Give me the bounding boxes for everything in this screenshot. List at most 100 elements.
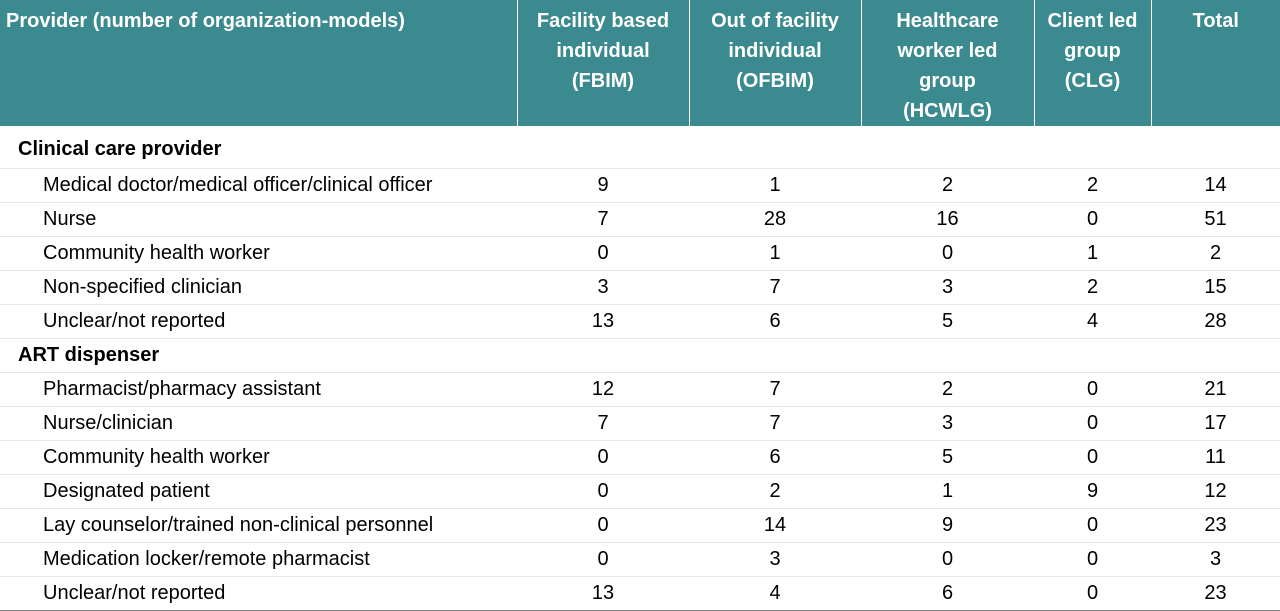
header-line: Provider (number of organization-models) — [6, 10, 405, 32]
cell-hcwlg: 5 — [861, 304, 1034, 339]
cell-ofbim: 28 — [689, 202, 861, 237]
cell-clg: 0 — [1034, 440, 1151, 475]
cell-ofbim: 14 — [689, 508, 861, 543]
cell-fbim: 0 — [517, 440, 689, 475]
row-label: Nurse — [0, 202, 517, 237]
table-row: Pharmacist/pharmacy assistant 12 7 2 0 2… — [0, 372, 1280, 407]
header-fbim: Facility based individual (FBIM) — [517, 0, 690, 126]
cell-fbim: 13 — [517, 304, 689, 339]
cell-clg: 2 — [1034, 270, 1151, 305]
table-row: Designated patient 0 2 1 9 12 — [0, 474, 1280, 509]
row-label: Medical doctor/medical officer/clinical … — [0, 168, 517, 203]
cell-fbim: 9 — [517, 168, 689, 203]
cell-clg: 0 — [1034, 542, 1151, 577]
header-hcwlg: Healthcare worker led group (HCWLG) — [861, 0, 1035, 126]
header-provider: Provider (number of organization-models) — [0, 0, 518, 126]
section-title: Clinical care provider — [0, 126, 1280, 169]
row-label: Community health worker — [0, 440, 517, 475]
cell-hcwlg: 9 — [861, 508, 1034, 543]
cell-ofbim: 1 — [689, 168, 861, 203]
cell-hcwlg: 2 — [861, 168, 1034, 203]
cell-total: 51 — [1151, 202, 1280, 237]
cell-fbim: 0 — [517, 542, 689, 577]
cell-fbim: 0 — [517, 474, 689, 509]
cell-total: 15 — [1151, 270, 1280, 305]
table-row: Community health worker 0 1 0 1 2 — [0, 236, 1280, 271]
cell-total: 23 — [1151, 508, 1280, 543]
row-label: Unclear/not reported — [0, 304, 517, 339]
section-title: ART dispenser — [0, 338, 1280, 373]
table-row: Unclear/not reported 13 4 6 0 23 — [0, 576, 1280, 611]
cell-total: 11 — [1151, 440, 1280, 475]
row-label: Non-specified clinician — [0, 270, 517, 305]
cell-fbim: 7 — [517, 202, 689, 237]
cell-ofbim: 6 — [689, 440, 861, 475]
table-row: Unclear/not reported 13 6 5 4 28 — [0, 304, 1280, 339]
header-clg: Client led group (CLG) — [1034, 0, 1152, 126]
cell-ofbim: 2 — [689, 474, 861, 509]
cell-ofbim: 1 — [689, 236, 861, 271]
header-line: Total — [1192, 10, 1239, 32]
cell-ofbim: 6 — [689, 304, 861, 339]
header-line: Client led — [1047, 10, 1138, 32]
cell-total: 17 — [1151, 406, 1280, 441]
cell-total: 28 — [1151, 304, 1280, 339]
cell-fbim: 12 — [517, 372, 689, 407]
header-line: individual — [556, 40, 650, 62]
table-row: Nurse 7 28 16 0 51 — [0, 202, 1280, 237]
cell-total: 14 — [1151, 168, 1280, 203]
header-line: group — [1064, 40, 1121, 62]
cell-clg: 1 — [1034, 236, 1151, 271]
cell-total: 2 — [1151, 236, 1280, 271]
cell-ofbim: 7 — [689, 270, 861, 305]
table-row: Nurse/clinician 7 7 3 0 17 — [0, 406, 1280, 441]
cell-hcwlg: 16 — [861, 202, 1034, 237]
cell-ofbim: 3 — [689, 542, 861, 577]
cell-fbim: 13 — [517, 576, 689, 611]
header-total: Total — [1151, 0, 1280, 126]
row-label: Designated patient — [0, 474, 517, 509]
cell-total: 12 — [1151, 474, 1280, 509]
cell-ofbim: 7 — [689, 372, 861, 407]
cell-hcwlg: 6 — [861, 576, 1034, 611]
row-label: Nurse/clinician — [0, 406, 517, 441]
cell-clg: 0 — [1034, 372, 1151, 407]
cell-hcwlg: 5 — [861, 440, 1034, 475]
cell-hcwlg: 1 — [861, 474, 1034, 509]
cell-ofbim: 4 — [689, 576, 861, 611]
table-row: Non-specified clinician 3 7 3 2 15 — [0, 270, 1280, 305]
cell-clg: 0 — [1034, 202, 1151, 237]
section-row-clinical-care: Clinical care provider — [0, 126, 1280, 169]
header-line: worker led — [897, 40, 998, 62]
row-label: Medication locker/remote pharmacist — [0, 542, 517, 577]
cell-fbim: 0 — [517, 236, 689, 271]
header-line: Out of facility — [711, 10, 839, 32]
row-label: Lay counselor/trained non-clinical perso… — [0, 508, 517, 543]
row-label: Pharmacist/pharmacy assistant — [0, 372, 517, 407]
header-row: Provider (number of organization-models)… — [0, 0, 1280, 126]
row-label: Community health worker — [0, 236, 517, 271]
header-line: Facility based — [536, 10, 670, 32]
cell-total: 3 — [1151, 542, 1280, 577]
row-label: Unclear/not reported — [0, 576, 517, 611]
header-line: individual — [728, 40, 822, 62]
header-line: (FBIM) — [571, 70, 635, 92]
table-row: Medical doctor/medical officer/clinical … — [0, 168, 1280, 203]
header-line: (CLG) — [1064, 70, 1121, 92]
header-line: (HCWLG) — [903, 100, 992, 122]
section-row-art-dispenser: ART dispenser — [0, 338, 1280, 373]
cell-hcwlg: 3 — [861, 406, 1034, 441]
cell-total: 23 — [1151, 576, 1280, 611]
cell-clg: 0 — [1034, 406, 1151, 441]
cell-fbim: 3 — [517, 270, 689, 305]
cell-fbim: 0 — [517, 508, 689, 543]
header-ofbim: Out of facility individual (OFBIM) — [689, 0, 862, 126]
table-row: Medication locker/remote pharmacist 0 3 … — [0, 542, 1280, 577]
cell-ofbim: 7 — [689, 406, 861, 441]
cell-clg: 4 — [1034, 304, 1151, 339]
cell-hcwlg: 3 — [861, 270, 1034, 305]
header-line: (OFBIM) — [736, 70, 814, 92]
cell-clg: 0 — [1034, 508, 1151, 543]
cell-hcwlg: 0 — [861, 236, 1034, 271]
